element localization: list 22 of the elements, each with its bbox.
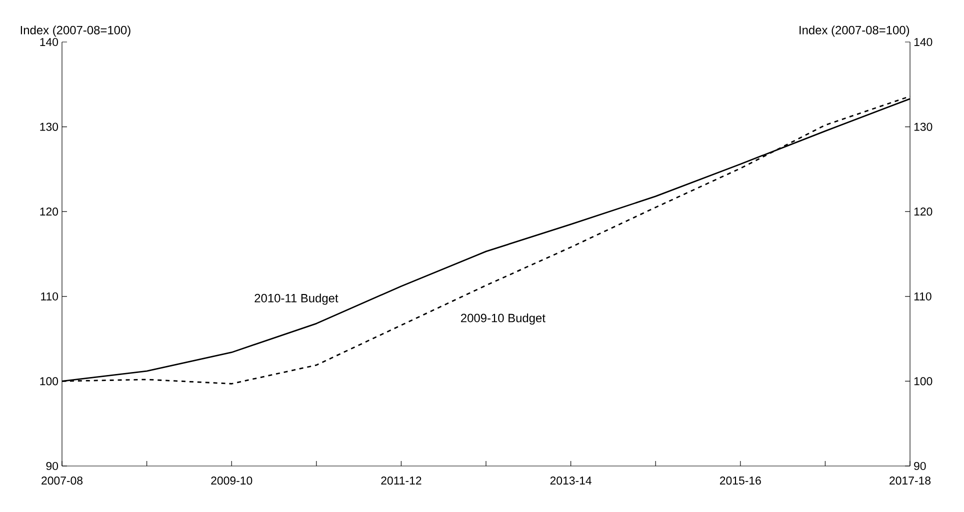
- y-tick-label: 140: [40, 38, 58, 46]
- y-tick-label: 130: [40, 122, 58, 131]
- y2-tick-label: 110: [914, 292, 932, 300]
- y2-axis-title: Index (2007-08=100): [800, 26, 910, 37]
- y-tick-label: 120: [40, 208, 58, 216]
- x-tick-label: 2017-18: [890, 476, 931, 485]
- y-tick-label: 100: [40, 377, 58, 386]
- y-axis-title: Index (2007-08=100): [20, 26, 130, 37]
- y2-tick-label: 100: [914, 377, 932, 386]
- y2-tick-label: 130: [914, 122, 932, 131]
- y2-tick-label: 140: [914, 38, 932, 46]
- y2-tick-label: 90: [914, 462, 926, 470]
- y-tick-label: 110: [41, 292, 58, 300]
- x-tick-label: 2009-10: [211, 476, 252, 485]
- x-tick-label: 2013-14: [550, 476, 592, 485]
- series-label: 2009-10 Budget: [461, 313, 546, 325]
- series-label: 2010-11 Budget: [254, 294, 338, 305]
- x-tick-label: 2011-12: [381, 476, 422, 485]
- y2-tick-label: 120: [914, 208, 932, 216]
- x-tick-label: 2007-08: [42, 476, 83, 485]
- y-tick-label: 90: [46, 462, 58, 470]
- x-tick-label: 2015-16: [720, 476, 761, 485]
